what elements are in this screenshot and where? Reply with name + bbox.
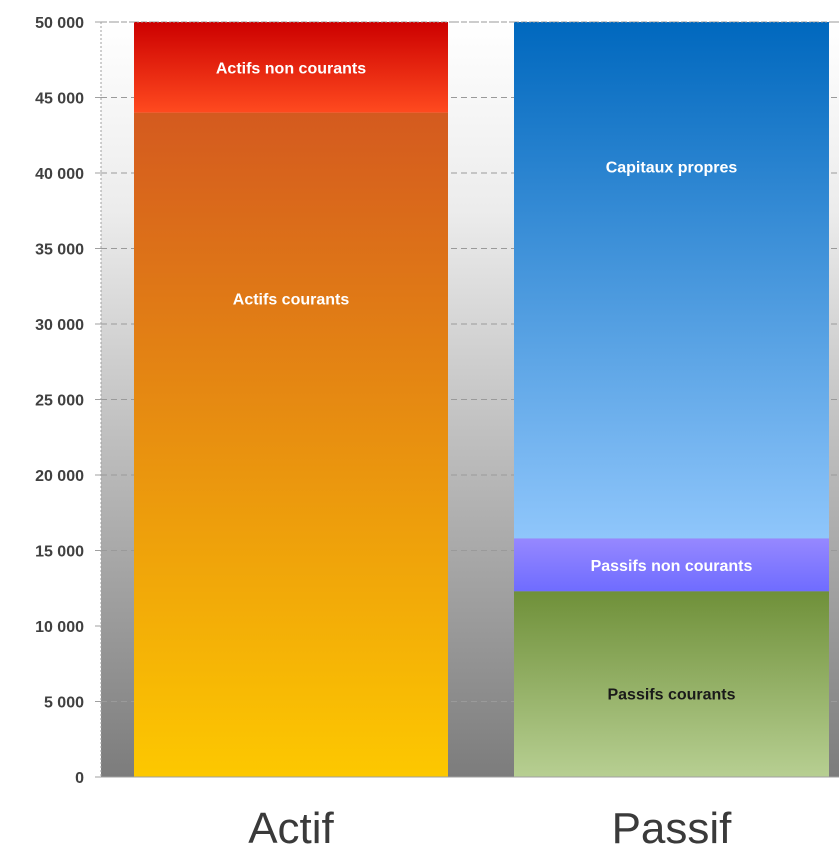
bar-segment-actifs-non-courants — [134, 22, 448, 113]
y-tick-label: 50 000 — [35, 15, 84, 32]
y-tick-label: 35 000 — [35, 242, 84, 259]
segment-label-capitaux-propres: Capitaux propres — [606, 160, 738, 177]
bar-segment-capitaux-propres — [514, 22, 829, 539]
y-tick-label: 15 000 — [35, 544, 84, 561]
axes: 0 5 000 10 000 15 000 20 000 25 000 30 000 35 0… — [35, 15, 839, 787]
y-tick-label: 5 000 — [44, 695, 84, 712]
segment-label-actifs-non-courants: Actifs non courants — [216, 60, 366, 77]
category-label-actif: Actif — [248, 804, 334, 853]
y-tick-label: 0 — [75, 770, 84, 787]
y-tick-label: 30 000 — [35, 317, 84, 334]
y-tick-label: 40 000 — [35, 166, 84, 183]
y-tick-label: 20 000 — [35, 468, 84, 485]
category-label-passif: Passif — [612, 804, 733, 853]
bar-segment-passifs-courants — [514, 591, 829, 777]
y-tick-label: 25 000 — [35, 393, 84, 410]
bars — [134, 22, 829, 778]
bar-segment-actifs-courants — [134, 112, 448, 778]
y-tick-label: 45 000 — [35, 91, 84, 108]
bar-segment-passifs-non-courants — [514, 538, 829, 592]
y-tick-label: 10 000 — [35, 619, 84, 636]
labels: Actifs courants Actifs non courants Actif P… — [216, 60, 753, 853]
segment-label-actifs-courants: Actifs courants — [233, 292, 350, 309]
segment-label-passifs-non-courants: Passifs non courants — [591, 558, 753, 575]
segment-label-passifs-courants: Passifs courants — [607, 686, 735, 703]
